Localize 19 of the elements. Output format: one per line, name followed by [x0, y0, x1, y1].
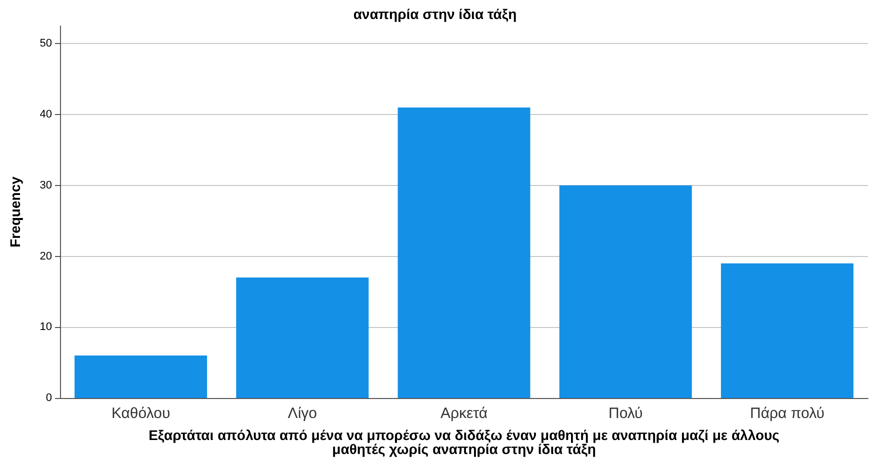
x-tick-label: Πολύ: [608, 405, 643, 422]
bar: [720, 263, 854, 398]
y-tick-label: 10: [40, 321, 52, 334]
x-tick-label: Λίγο: [288, 405, 317, 422]
y-tick-label: 50: [40, 38, 52, 50]
x-tick-label: Αρκετά: [440, 405, 488, 422]
chart-title: αναπηρία στην ίδια τάξη: [353, 6, 517, 22]
y-tick-label: 30: [40, 179, 52, 192]
y-axis-title: Frequency: [7, 176, 23, 248]
x-tick-label: Καθόλου: [111, 405, 170, 422]
bar: [236, 278, 369, 398]
x-axis-title: Εξαρτάται απόλυτα από μένα να μπορέσω να διδάξω έναν μαθητή με αναπηρία μαζί με άλλους μαθητές χωρίς αναπηρία στην ίδια τάξη: [148, 427, 780, 457]
bar: [559, 185, 692, 398]
y-tick-label: 0: [46, 392, 52, 404]
bar: [398, 107, 530, 398]
x-tick-label: Πάρα πολύ: [750, 405, 824, 422]
y-tick-label: 20: [40, 250, 52, 262]
y-tick-label: 40: [40, 108, 52, 121]
bar: [74, 355, 208, 398]
